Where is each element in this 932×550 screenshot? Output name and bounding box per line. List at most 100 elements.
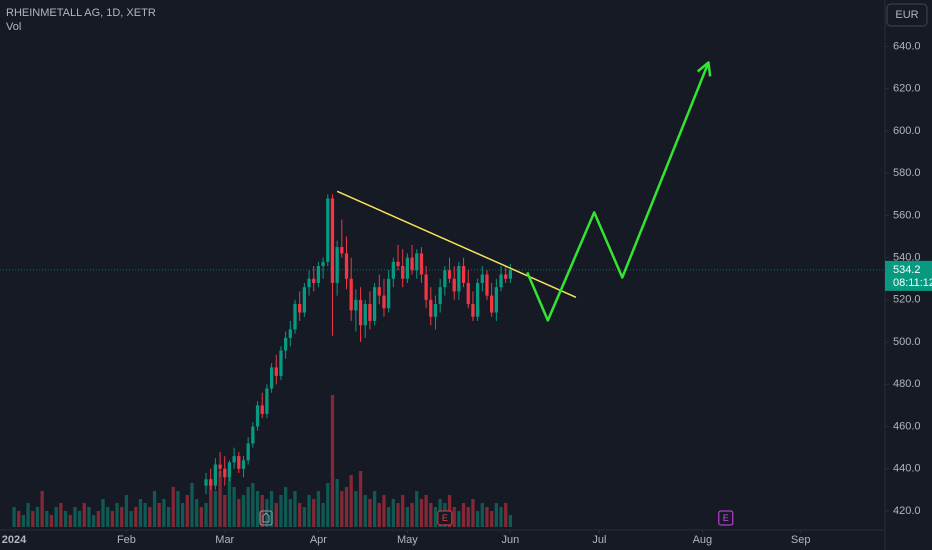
candle-body [401, 266, 405, 279]
volume-bar [312, 499, 316, 527]
x-tick-label: Sep [791, 534, 811, 546]
volume-bar [424, 495, 428, 527]
candle-body [274, 367, 278, 376]
volume-bar [180, 503, 185, 527]
volume-bar [293, 491, 297, 527]
trendline [336, 190, 577, 298]
x-tick-label: Feb [117, 534, 136, 546]
x-tick-label: Apr [310, 534, 327, 546]
candle-body [504, 274, 508, 279]
candle-body [213, 464, 218, 486]
candle-body [218, 464, 222, 469]
candle-body [204, 479, 208, 486]
x-tick-label: Jun [502, 534, 520, 546]
candle-body [246, 443, 250, 461]
volume-bar [171, 487, 175, 527]
volume-bar [213, 491, 218, 527]
event-marker[interactable] [437, 510, 453, 526]
x-tick-label: Mar [215, 534, 234, 546]
candle-body [349, 278, 353, 311]
volume-bar [101, 499, 105, 527]
volume-bar [485, 507, 489, 527]
volume-bar [433, 507, 438, 527]
volume-bar [166, 507, 171, 527]
candle-body [461, 266, 466, 283]
volume-bar [120, 507, 124, 527]
volume-bar [176, 491, 180, 527]
volume-bar [223, 495, 227, 527]
plot-area [0, 61, 885, 527]
volume-bar [92, 515, 96, 527]
candle-body [447, 270, 452, 279]
currency-button[interactable] [886, 3, 928, 27]
volume-bar [401, 495, 405, 527]
candle-body [330, 198, 335, 283]
volume-bar [354, 491, 358, 527]
candle-body [410, 257, 414, 271]
volume-bar [405, 507, 410, 527]
candle-body [372, 287, 377, 321]
volume-bar [461, 503, 466, 527]
candle-body [227, 462, 232, 478]
volume-bar [298, 503, 302, 527]
candle-body [396, 261, 400, 267]
candle-body [480, 274, 484, 283]
y-tick-label: 540.0 [893, 252, 921, 264]
candle-body [223, 468, 227, 478]
candle-body [326, 198, 330, 262]
y-tick-label: 520.0 [893, 294, 921, 306]
candle-body [508, 269, 513, 279]
candle-body [251, 426, 255, 444]
candle-body [344, 253, 349, 279]
candle-body [279, 350, 283, 376]
volume-bar [17, 511, 21, 527]
volume-bar [185, 495, 189, 527]
currency-label[interactable]: EUR [895, 9, 918, 21]
volume-bar [21, 515, 26, 527]
event-marker[interactable] [718, 510, 734, 526]
candle-body [368, 304, 372, 321]
volume-bar [143, 503, 147, 527]
last-price-label: 534.2 [893, 264, 921, 276]
y-tick-label: 620.0 [893, 83, 921, 95]
volume-bar [326, 483, 330, 527]
volume-bar [35, 507, 40, 527]
volume-bar [129, 511, 133, 527]
candle-body [316, 266, 321, 283]
candle-body [494, 287, 498, 313]
y-tick-label: 500.0 [893, 336, 921, 348]
volume-bar [204, 503, 208, 527]
volume-bar [283, 487, 288, 527]
volume-bar [410, 503, 414, 527]
volume-bar [391, 499, 395, 527]
volume-bar [452, 507, 456, 527]
volume-bar [87, 507, 91, 527]
candle-body [321, 261, 325, 267]
dividend-icon[interactable] [259, 510, 273, 526]
candle-body [312, 278, 316, 283]
symbol-title: RHEINMETALL AG, 1D, XETR [6, 7, 156, 19]
volume-bar [190, 483, 194, 527]
volume-bar [321, 503, 325, 527]
volume-bar [162, 499, 166, 527]
y-tick-label: 480.0 [893, 378, 921, 390]
candle-body [302, 287, 307, 313]
volume-bar [340, 491, 344, 527]
projection-path [526, 62, 710, 322]
y-tick-label: 600.0 [893, 125, 921, 137]
candle-body [288, 329, 292, 338]
candle-body [438, 287, 442, 305]
volume-bar [110, 511, 115, 527]
volume-bar [232, 487, 236, 527]
candle-body [340, 247, 344, 254]
candle-body [232, 456, 236, 463]
volume-bar [241, 495, 246, 527]
y-tick-label: 640.0 [893, 40, 921, 52]
y-tick-label: 420.0 [893, 505, 921, 517]
volume-bar [63, 511, 68, 527]
candle-body [466, 282, 470, 305]
volume-bar [377, 503, 381, 527]
candle-body [457, 266, 461, 292]
volume-bar [475, 511, 480, 527]
